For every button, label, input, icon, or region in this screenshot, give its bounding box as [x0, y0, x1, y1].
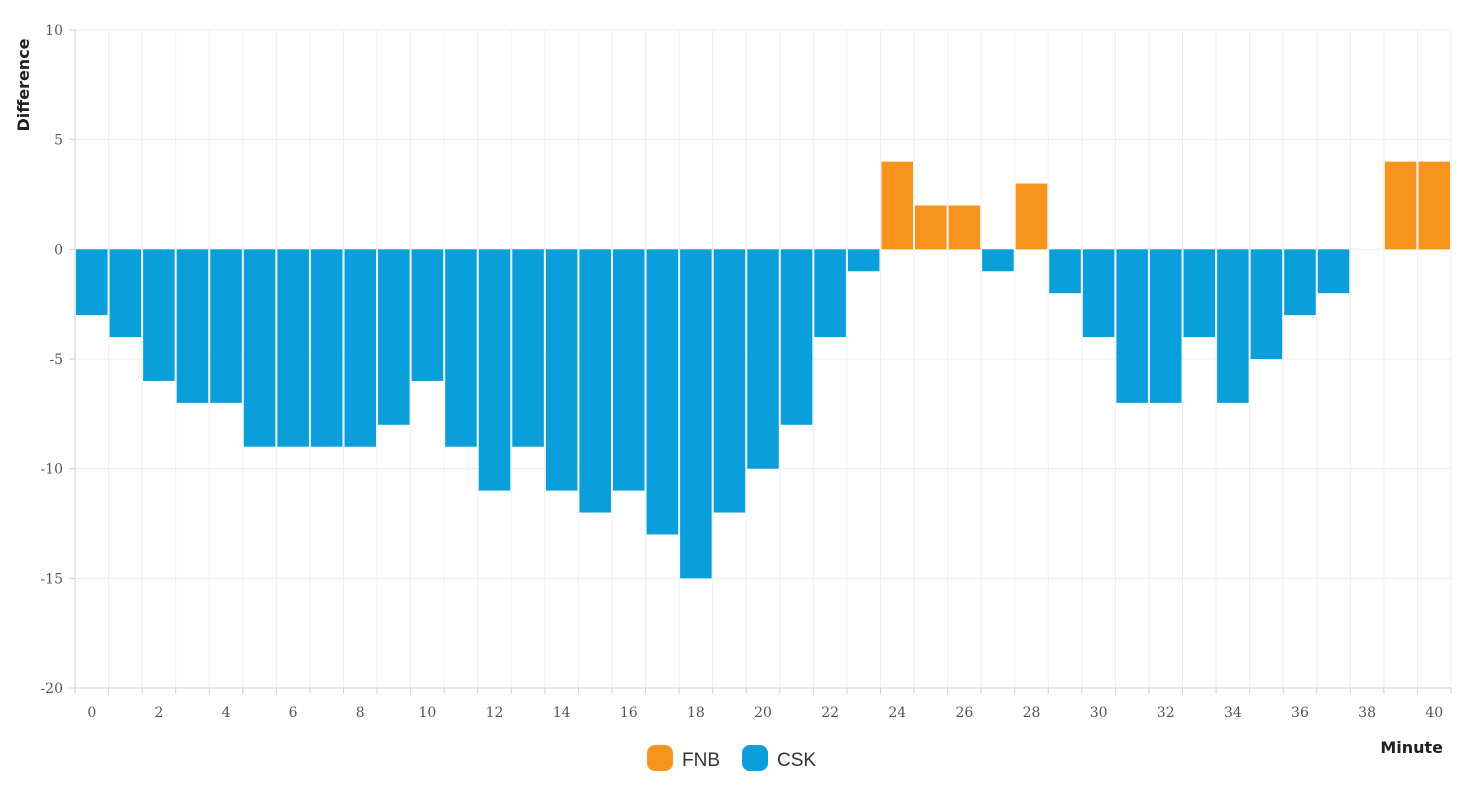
- bar-csk-minute-0[interactable]: [76, 249, 108, 316]
- bar-csk-minute-36[interactable]: [1284, 249, 1316, 316]
- bar-csk-minute-34[interactable]: [1217, 249, 1249, 403]
- y-tick-label: -15: [40, 571, 63, 587]
- bar-csk-minute-9[interactable]: [378, 249, 410, 425]
- bar-fnb-minute-39[interactable]: [1384, 161, 1417, 250]
- bar-csk-minute-29[interactable]: [1049, 249, 1081, 294]
- y-tick-label: -10: [40, 462, 63, 478]
- bar-csk-minute-6[interactable]: [277, 249, 309, 447]
- bar-csk-minute-15[interactable]: [579, 249, 611, 513]
- x-tick-label: 24: [888, 705, 906, 721]
- x-tick-label: 10: [418, 705, 436, 721]
- bar-csk-minute-17[interactable]: [646, 249, 679, 535]
- bar-csk-minute-30[interactable]: [1082, 249, 1115, 338]
- bar-csk-minute-11[interactable]: [445, 249, 477, 447]
- legend: FNB CSK: [647, 745, 816, 771]
- bar-csk-minute-12[interactable]: [478, 249, 511, 491]
- y-tick-label: 5: [54, 133, 63, 149]
- bar-csk-minute-23[interactable]: [847, 249, 880, 272]
- x-tick-label: 14: [553, 705, 571, 721]
- y-tick-label: 0: [54, 242, 63, 258]
- x-tick-label: 18: [687, 705, 705, 721]
- x-tick-label: 12: [486, 705, 504, 721]
- x-tick-label: 20: [754, 705, 772, 721]
- bar-csk-minute-5[interactable]: [243, 249, 276, 447]
- bar-csk-minute-27[interactable]: [982, 249, 1014, 272]
- bar-csk-minute-22[interactable]: [814, 249, 846, 338]
- bar-csk-minute-33[interactable]: [1183, 249, 1216, 338]
- x-tick-label: 32: [1157, 705, 1175, 721]
- bar-csk-minute-13[interactable]: [512, 249, 544, 447]
- bar-fnb-minute-40[interactable]: [1418, 161, 1450, 250]
- bar-csk-minute-35[interactable]: [1250, 249, 1283, 359]
- x-tick-label: 8: [356, 705, 365, 721]
- y-tick-labels: 10 5 0 -5 -10 -15 -20: [40, 23, 63, 697]
- x-tick-label: 16: [620, 705, 638, 721]
- legend-item-csk[interactable]: CSK: [742, 745, 816, 771]
- legend-label-csk: CSK: [777, 750, 816, 771]
- x-tick-label: 6: [289, 705, 298, 721]
- bar-fnb-minute-24[interactable]: [881, 161, 914, 250]
- bar-csk-minute-16[interactable]: [612, 249, 645, 491]
- bar-csk-minute-7[interactable]: [310, 249, 343, 447]
- x-axis-title: Minute: [1380, 738, 1443, 757]
- bar-csk-minute-21[interactable]: [780, 249, 813, 425]
- y-tick-label: -20: [40, 681, 63, 697]
- x-tick-label: 30: [1090, 705, 1108, 721]
- y-tick-label: -5: [49, 352, 63, 368]
- x-tick-label: 28: [1023, 705, 1041, 721]
- bar-csk-minute-1[interactable]: [109, 249, 142, 338]
- legend-swatch-fnb: [647, 745, 673, 771]
- x-tick-label: 22: [821, 705, 839, 721]
- bar-csk-minute-32[interactable]: [1149, 249, 1182, 403]
- legend-item-fnb[interactable]: FNB: [647, 745, 720, 771]
- x-tick-label: 26: [955, 705, 973, 721]
- bar-fnb-minute-25[interactable]: [915, 205, 947, 250]
- bar-csk-minute-20[interactable]: [747, 249, 779, 469]
- bar-csk-minute-4[interactable]: [210, 249, 242, 403]
- x-tick-label: 2: [154, 705, 163, 721]
- x-tick-label: 40: [1425, 705, 1443, 721]
- grid-lines: [74, 29, 1452, 689]
- bar-csk-minute-2[interactable]: [143, 249, 175, 381]
- bar-csk-minute-10[interactable]: [411, 249, 444, 381]
- legend-label-fnb: FNB: [682, 750, 720, 771]
- bar-fnb-minute-26[interactable]: [948, 205, 981, 250]
- x-tick-labels: 0 2 4 6 8 10 12 14 16 18 20 22 24 26 28 30 32 34 36 38 40: [87, 705, 1443, 721]
- x-tick-label: 34: [1224, 705, 1242, 721]
- y-tick-label: 10: [45, 23, 63, 39]
- legend-swatch-csk: [742, 745, 768, 771]
- bar-fnb-minute-28[interactable]: [1015, 183, 1048, 250]
- bar-csk-minute-31[interactable]: [1116, 249, 1148, 403]
- bar-csk-minute-19[interactable]: [713, 249, 746, 513]
- y-axis-title: Difference: [14, 38, 33, 131]
- x-tick-label: 4: [222, 705, 231, 721]
- axes: [69, 29, 1452, 694]
- x-tick-label: 38: [1358, 705, 1376, 721]
- x-tick-label: 0: [87, 705, 96, 721]
- bar-csk-minute-18[interactable]: [680, 249, 712, 579]
- bar-csk-minute-14[interactable]: [545, 249, 578, 491]
- bar-csk-minute-37[interactable]: [1317, 249, 1350, 294]
- bar-csk-minute-3[interactable]: [176, 249, 209, 403]
- bars-group: [76, 161, 1450, 579]
- bar-csk-minute-8[interactable]: [344, 249, 377, 447]
- x-tick-label: 36: [1291, 705, 1309, 721]
